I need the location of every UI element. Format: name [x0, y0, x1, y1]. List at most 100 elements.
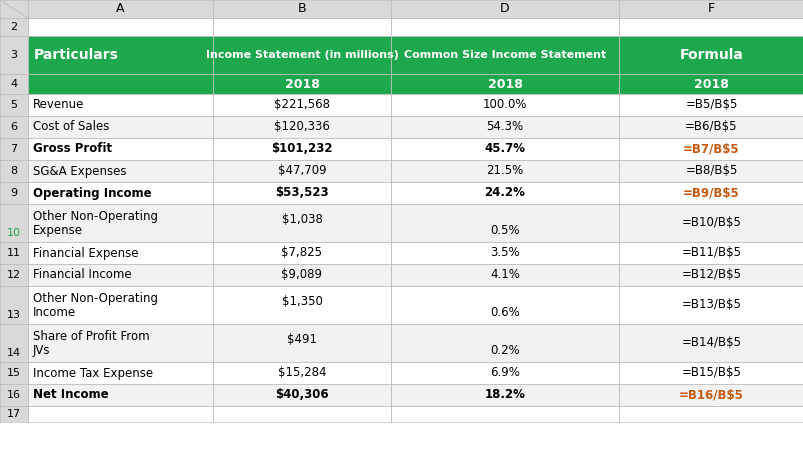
Text: 12: 12 — [7, 270, 21, 280]
Bar — [618, 0, 803, 18]
Text: $47,709: $47,709 — [277, 164, 326, 178]
Bar — [0, 18, 28, 36]
Text: 2018: 2018 — [284, 77, 319, 90]
Bar — [213, 204, 390, 242]
Text: 0.6%: 0.6% — [490, 306, 520, 319]
Bar — [0, 264, 28, 286]
Bar — [213, 18, 390, 36]
Text: $491: $491 — [287, 333, 316, 346]
Text: 2018: 2018 — [487, 77, 522, 90]
Bar — [618, 182, 803, 204]
Bar — [390, 204, 618, 242]
Text: 7: 7 — [10, 144, 18, 154]
Bar — [618, 74, 803, 94]
Text: $9,089: $9,089 — [281, 268, 322, 281]
Text: 4: 4 — [10, 79, 18, 89]
Bar — [0, 204, 28, 242]
Text: 54.3%: 54.3% — [486, 121, 523, 133]
Bar — [0, 94, 28, 116]
Text: 0.2%: 0.2% — [490, 344, 520, 357]
Bar — [0, 286, 28, 324]
Text: Cost of Sales: Cost of Sales — [33, 121, 109, 133]
Text: 16: 16 — [7, 390, 21, 400]
Bar — [0, 242, 28, 264]
Text: D: D — [499, 2, 509, 15]
Bar — [618, 264, 803, 286]
Text: Net Income: Net Income — [33, 389, 108, 402]
Bar — [213, 160, 390, 182]
Text: 100.0%: 100.0% — [482, 98, 527, 111]
Text: 4.1%: 4.1% — [490, 268, 520, 281]
Bar — [213, 384, 390, 406]
Text: 10: 10 — [7, 228, 21, 238]
Bar — [618, 406, 803, 422]
Bar — [390, 286, 618, 324]
Text: $120,336: $120,336 — [274, 121, 329, 133]
Bar — [28, 74, 213, 94]
Text: =B9/B$5: =B9/B$5 — [683, 186, 739, 199]
Text: =B14/B$5: =B14/B$5 — [681, 336, 740, 350]
Text: =B8/B$5: =B8/B$5 — [684, 164, 737, 178]
Text: 15: 15 — [7, 368, 21, 378]
Text: =B11/B$5: =B11/B$5 — [681, 247, 740, 260]
Text: 13: 13 — [7, 310, 21, 320]
Text: Other Non-Operating: Other Non-Operating — [33, 210, 158, 223]
Text: $40,306: $40,306 — [275, 389, 328, 402]
Bar — [213, 116, 390, 138]
Bar — [28, 204, 213, 242]
Bar — [390, 384, 618, 406]
Text: 45.7%: 45.7% — [484, 143, 525, 156]
Text: $1,350: $1,350 — [281, 295, 322, 308]
Text: 6.9%: 6.9% — [490, 366, 520, 379]
Bar — [28, 36, 213, 74]
Bar — [213, 0, 390, 18]
Text: Formula: Formula — [679, 48, 743, 62]
Bar — [390, 138, 618, 160]
Text: JVs: JVs — [33, 344, 51, 357]
Text: Income Tax Expense: Income Tax Expense — [33, 366, 153, 379]
Bar — [28, 362, 213, 384]
Bar — [213, 286, 390, 324]
Bar — [390, 18, 618, 36]
Bar — [390, 324, 618, 362]
Bar — [390, 74, 618, 94]
Text: Other Non-Operating: Other Non-Operating — [33, 292, 158, 305]
Bar — [213, 242, 390, 264]
Text: $221,568: $221,568 — [274, 98, 329, 111]
Text: =B6/B$5: =B6/B$5 — [684, 121, 737, 133]
Bar — [28, 94, 213, 116]
Bar — [0, 324, 28, 362]
Bar — [213, 362, 390, 384]
Bar — [618, 324, 803, 362]
Text: Expense: Expense — [33, 224, 83, 237]
Bar — [213, 324, 390, 362]
Text: =B7/B$5: =B7/B$5 — [683, 143, 739, 156]
Bar — [390, 94, 618, 116]
Text: =B15/B$5: =B15/B$5 — [681, 366, 740, 379]
Bar — [618, 242, 803, 264]
Text: F: F — [707, 2, 714, 15]
Bar — [28, 182, 213, 204]
Text: 24.2%: 24.2% — [484, 186, 525, 199]
Text: 11: 11 — [7, 248, 21, 258]
Bar — [28, 18, 213, 36]
Bar — [390, 0, 618, 18]
Text: $101,232: $101,232 — [271, 143, 332, 156]
Text: Income: Income — [33, 306, 76, 319]
Bar — [390, 406, 618, 422]
Bar — [390, 242, 618, 264]
Bar — [0, 138, 28, 160]
Text: 3.5%: 3.5% — [490, 247, 520, 260]
Text: 21.5%: 21.5% — [486, 164, 523, 178]
Text: =B5/B$5: =B5/B$5 — [684, 98, 737, 111]
Bar — [0, 182, 28, 204]
Bar — [618, 18, 803, 36]
Bar — [0, 160, 28, 182]
Text: 14: 14 — [7, 348, 21, 358]
Bar — [0, 74, 28, 94]
Bar — [618, 36, 803, 74]
Text: =B13/B$5: =B13/B$5 — [681, 299, 740, 311]
Text: 0.5%: 0.5% — [490, 224, 520, 237]
Bar — [0, 362, 28, 384]
Bar — [213, 406, 390, 422]
